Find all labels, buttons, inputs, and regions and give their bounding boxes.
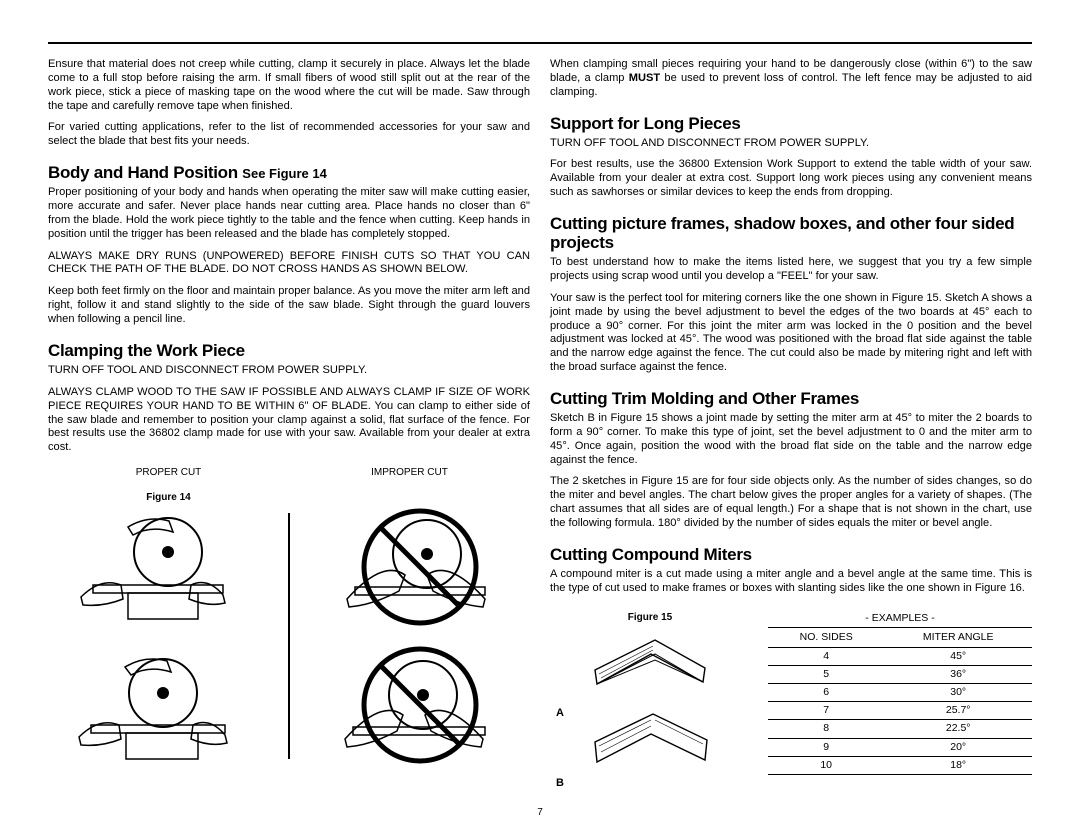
table-cell: 9 xyxy=(768,738,884,756)
improper-cut-figures xyxy=(310,507,530,765)
right-column: When clamping small pieces requiring you… xyxy=(550,58,1032,814)
examples-table: NO. SIDES MITER ANGLE 445°536°630°725.7°… xyxy=(768,627,1032,775)
examples-label: - EXAMPLES - xyxy=(768,612,1032,625)
table-cell: 7 xyxy=(768,702,884,720)
body-text: Keep both feet firmly on the floor and m… xyxy=(48,285,530,327)
heading-picture-frames: Cutting picture frames, shadow boxes, an… xyxy=(550,214,1032,252)
body-text: Proper positioning of your body and hand… xyxy=(48,186,530,241)
table-cell: 20° xyxy=(884,738,1032,756)
table-cell: 36° xyxy=(884,666,1032,684)
table-cell: 5 xyxy=(768,666,884,684)
prohibit-icon xyxy=(335,507,505,627)
table-cell: 4 xyxy=(768,647,884,665)
figure14-captions: PROPER CUTFigure 14 IMPROPER CUT xyxy=(48,467,530,505)
table-cell: 30° xyxy=(884,684,1032,702)
figure15-sketches: Figure 15 A B xyxy=(550,612,750,777)
table-row: 822.5° xyxy=(768,720,1032,738)
body-text: Ensure that material does not creep whil… xyxy=(48,58,530,113)
page-content: Ensure that material does not creep whil… xyxy=(48,42,1032,814)
body-text: Sketch B in Figure 15 shows a joint made… xyxy=(550,412,1032,467)
heading-support-long: Support for Long Pieces xyxy=(550,114,1032,133)
heading-compound-miters: Cutting Compound Miters xyxy=(550,545,1032,564)
warning-text: ALWAYS MAKE DRY RUNS (UNPOWERED) BEFORE … xyxy=(48,250,530,278)
figure14-row xyxy=(48,507,530,765)
body-text: When clamping small pieces requiring you… xyxy=(550,58,1032,100)
body-text: Your saw is the perfect tool for miterin… xyxy=(550,292,1032,375)
table-cell: 25.7° xyxy=(884,702,1032,720)
table-row: 445° xyxy=(768,647,1032,665)
table-cell: 6 xyxy=(768,684,884,702)
table-cell: 10 xyxy=(768,756,884,774)
body-text: For varied cutting applications, refer t… xyxy=(48,121,530,149)
body-text: The 2 sketches in Figure 15 are for four… xyxy=(550,475,1032,530)
prohibit-icon xyxy=(335,645,505,765)
warning-text: TURN OFF TOOL AND DISCONNECT FROM POWER … xyxy=(550,137,1032,151)
sketch-a-icon xyxy=(575,630,725,700)
body-text: To best understand how to make the items… xyxy=(550,256,1032,284)
table-row: 725.7° xyxy=(768,702,1032,720)
table-row: 630° xyxy=(768,684,1032,702)
figure-divider xyxy=(288,513,290,759)
sketch-b-icon xyxy=(575,706,725,776)
saw-proper-icon xyxy=(73,507,243,627)
body-text: For best results, use the 36800 Extensio… xyxy=(550,158,1032,200)
table-row: 920° xyxy=(768,738,1032,756)
table-row: 1018° xyxy=(768,756,1032,774)
table-cell: 22.5° xyxy=(884,720,1032,738)
saw-proper-icon xyxy=(73,645,243,765)
table-cell: 45° xyxy=(884,647,1032,665)
left-column: Ensure that material does not creep whil… xyxy=(48,58,530,814)
table-cell: 18° xyxy=(884,756,1032,774)
body-text: ALWAYS CLAMP WOOD TO THE SAW IF POSSIBLE… xyxy=(48,386,530,455)
proper-cut-figures xyxy=(48,507,268,765)
heading-body-hand-position: Body and Hand Position See Figure 14 xyxy=(48,163,530,182)
table-header: MITER ANGLE xyxy=(884,627,1032,647)
table-row: 536° xyxy=(768,666,1032,684)
table-header: NO. SIDES xyxy=(768,627,884,647)
table-cell: 8 xyxy=(768,720,884,738)
heading-clamping: Clamping the Work Piece xyxy=(48,341,530,360)
examples-table-block: - EXAMPLES - NO. SIDES MITER ANGLE 445°5… xyxy=(768,612,1032,777)
heading-trim-molding: Cutting Trim Molding and Other Frames xyxy=(550,389,1032,408)
body-text: A compound miter is a cut made using a m… xyxy=(550,568,1032,596)
figure15-block: Figure 15 A B - EXAMPLES - xyxy=(550,612,1032,777)
page-number: 7 xyxy=(537,807,543,818)
warning-text: TURN OFF TOOL AND DISCONNECT FROM POWER … xyxy=(48,364,530,378)
